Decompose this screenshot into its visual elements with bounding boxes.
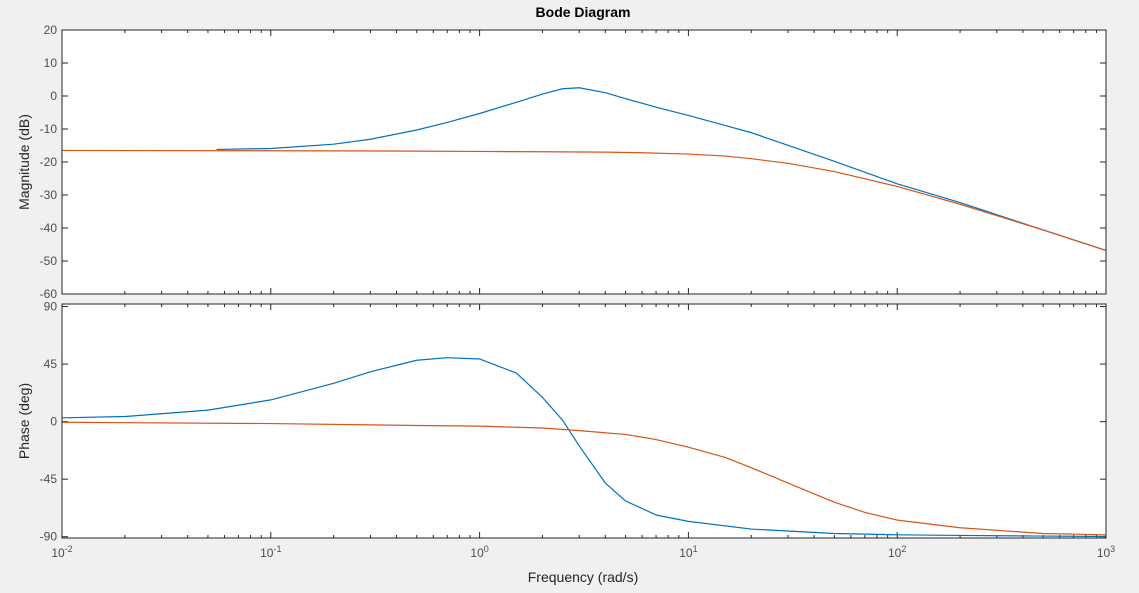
chart-title: Bode Diagram xyxy=(536,4,631,20)
phase-ytick-label: 90 xyxy=(44,300,58,314)
frequency-tick-label: 103 xyxy=(1097,544,1115,560)
phase-series-line-2 xyxy=(61,421,1107,536)
phase-ytick-label: -45 xyxy=(40,472,58,486)
phase-ytick-label: -90 xyxy=(40,530,58,544)
magnitude-ytick-label: 20 xyxy=(44,23,58,37)
magnitude-ytick-label: -50 xyxy=(40,254,58,268)
phase-series-line-1 xyxy=(61,357,1107,538)
phase-ytick-label: 45 xyxy=(44,357,58,371)
magnitude-ylabel: Magnitude (dB) xyxy=(16,114,32,210)
magnitude-ytick-label: -40 xyxy=(40,221,58,235)
frequency-xlabel: Frequency (rad/s) xyxy=(528,569,638,585)
phase-axes-background xyxy=(62,304,1106,538)
frequency-tick-label: 101 xyxy=(679,544,697,560)
magnitude-axes-box xyxy=(61,29,1107,295)
phase-ticks: 90 45 0 -45 -90 xyxy=(40,300,1106,544)
phase-ylabel: Phase (deg) xyxy=(16,383,32,459)
magnitude-ytick-label: -60 xyxy=(40,287,58,301)
magnitude-ytick-label: -30 xyxy=(40,188,58,202)
magnitude-panel: 20 10 0 -10 -20 -30 -40 -50 -60 Magnitude (dB) xyxy=(16,23,1107,301)
magnitude-ytick-label: -10 xyxy=(40,122,58,136)
frequency-tick-label: 102 xyxy=(888,544,906,560)
frequency-tick-label: 10-2 xyxy=(51,544,72,560)
phase-lines xyxy=(61,357,1107,538)
magnitude-ytick-label: -20 xyxy=(40,155,58,169)
phase-ytick-label: 0 xyxy=(50,415,57,429)
phase-axes-box xyxy=(61,303,1107,539)
magnitude-axes-background xyxy=(62,30,1106,294)
magnitude-ytick-label: 0 xyxy=(50,89,57,103)
magnitude-ytick-label: 10 xyxy=(44,56,58,70)
frequency-tick-label: 10-1 xyxy=(260,544,281,560)
frequency-tick-labels: 10-2 10-1 100 101 102 103 xyxy=(51,544,1115,560)
magnitude-series-line-2 xyxy=(61,149,1107,252)
phase-panel: 90 45 0 -45 -90 Phase (deg) xyxy=(16,300,1107,544)
magnitude-series-line-1 xyxy=(216,87,1107,252)
frequency-tick-label: 100 xyxy=(470,544,488,560)
magnitude-lines xyxy=(61,87,1107,252)
magnitude-ticks: 20 10 0 -10 -20 -30 -40 -50 -60 xyxy=(40,23,1106,301)
